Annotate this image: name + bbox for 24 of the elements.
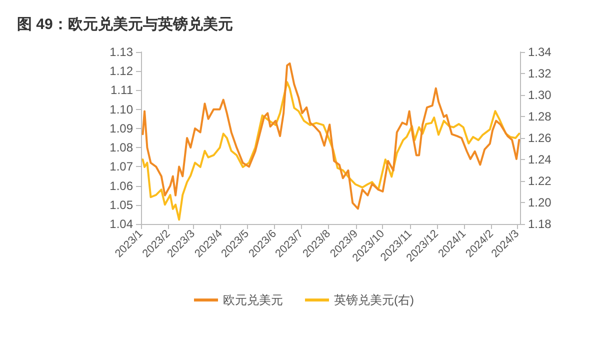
y-tick-label: 1.10: [110, 102, 134, 116]
y2-tick-label: 1.18: [528, 217, 552, 231]
y-tick-label: 1.05: [110, 198, 134, 212]
y-tick-label: 1.12: [110, 64, 134, 78]
y-tick-label: 1.11: [110, 83, 134, 98]
chart-title: 图 49：欧元兑美元与英镑兑美元: [17, 15, 233, 33]
y2-tick-label: 1.20: [528, 196, 552, 210]
y2-tick-label: 1.28: [528, 110, 552, 124]
y-tick-label: 1.09: [110, 121, 134, 136]
y2-tick-label: 1.32: [528, 66, 552, 80]
y2-tick-label: 1.24: [528, 152, 552, 166]
y-tick-label: 1.13: [110, 45, 134, 59]
legend-label: 欧元兑美元: [223, 293, 284, 307]
y-tick-label: 1.07: [110, 160, 134, 174]
line-series: [142, 81, 520, 221]
y2-tick-label: 1.34: [528, 45, 552, 59]
legend-label: 英镑兑美元(右): [334, 293, 414, 307]
y2-tick-label: 1.30: [528, 88, 552, 102]
line-series: [142, 62, 520, 210]
y-tick-label: 1.06: [110, 178, 134, 193]
y2-tick-label: 1.26: [528, 131, 552, 145]
y2-tick-label: 1.22: [528, 174, 552, 188]
y-tick-label: 1.08: [110, 140, 134, 155]
y-tick-label: 1.04: [110, 217, 134, 231]
